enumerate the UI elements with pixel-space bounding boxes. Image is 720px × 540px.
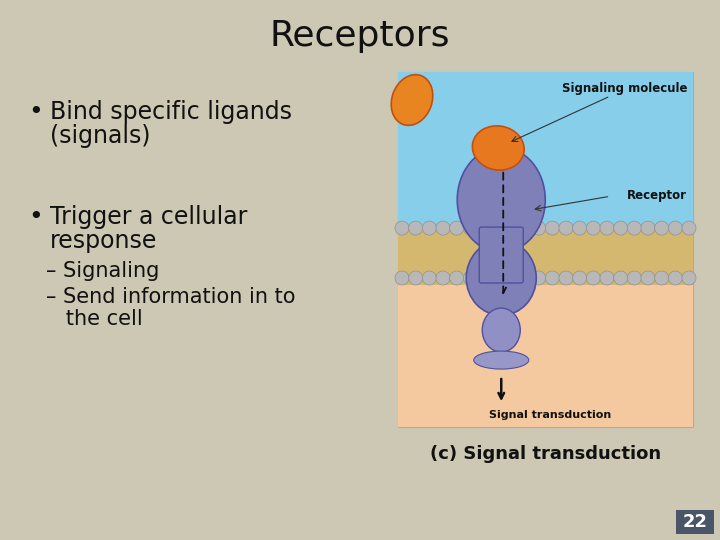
Circle shape: [559, 221, 573, 235]
Ellipse shape: [467, 240, 536, 315]
Bar: [398, 282, 693, 427]
Circle shape: [477, 221, 491, 235]
Circle shape: [613, 271, 628, 285]
Bar: [398, 72, 693, 427]
Text: Signaling molecule: Signaling molecule: [562, 82, 687, 95]
Circle shape: [586, 271, 600, 285]
Circle shape: [668, 271, 683, 285]
Circle shape: [423, 221, 436, 235]
Text: (signals): (signals): [50, 124, 150, 148]
Text: Trigger a cellular: Trigger a cellular: [50, 205, 248, 229]
Text: Receptors: Receptors: [270, 19, 450, 53]
Text: 22: 22: [683, 513, 708, 531]
Circle shape: [518, 271, 532, 285]
Circle shape: [641, 271, 655, 285]
Circle shape: [613, 221, 628, 235]
Circle shape: [518, 221, 532, 235]
Bar: [676, 510, 714, 534]
Circle shape: [668, 221, 683, 235]
Circle shape: [504, 221, 518, 235]
Circle shape: [423, 271, 436, 285]
Circle shape: [654, 271, 669, 285]
Text: response: response: [50, 229, 158, 253]
Circle shape: [409, 271, 423, 285]
Circle shape: [654, 221, 669, 235]
Circle shape: [477, 271, 491, 285]
Ellipse shape: [457, 147, 545, 252]
Circle shape: [395, 221, 409, 235]
Circle shape: [600, 221, 614, 235]
Ellipse shape: [472, 126, 524, 170]
Text: – Send information in to: – Send information in to: [46, 287, 295, 307]
Text: – Signaling: – Signaling: [46, 261, 159, 281]
Circle shape: [572, 221, 587, 235]
Circle shape: [682, 221, 696, 235]
Text: •: •: [28, 100, 42, 124]
Circle shape: [531, 271, 546, 285]
Text: •: •: [28, 205, 42, 229]
Circle shape: [559, 271, 573, 285]
Text: Bind specific ligands: Bind specific ligands: [50, 100, 292, 124]
Circle shape: [464, 221, 477, 235]
Circle shape: [545, 271, 559, 285]
FancyBboxPatch shape: [480, 227, 523, 283]
Circle shape: [395, 271, 409, 285]
Text: the cell: the cell: [46, 309, 143, 329]
Text: Signal transduction: Signal transduction: [490, 410, 611, 420]
Text: Receptor: Receptor: [627, 189, 687, 202]
Circle shape: [586, 221, 600, 235]
Bar: [398, 72, 693, 292]
Circle shape: [504, 271, 518, 285]
Circle shape: [436, 221, 450, 235]
Ellipse shape: [474, 351, 528, 369]
Circle shape: [450, 221, 464, 235]
Ellipse shape: [391, 75, 433, 125]
Ellipse shape: [482, 308, 521, 352]
Circle shape: [600, 271, 614, 285]
Circle shape: [627, 271, 642, 285]
Circle shape: [572, 271, 587, 285]
Text: (c) Signal transduction: (c) Signal transduction: [430, 445, 661, 463]
Circle shape: [641, 221, 655, 235]
Circle shape: [436, 271, 450, 285]
Circle shape: [490, 221, 505, 235]
Circle shape: [409, 221, 423, 235]
Circle shape: [490, 271, 505, 285]
Circle shape: [545, 221, 559, 235]
Circle shape: [531, 221, 546, 235]
Bar: [398, 229, 693, 285]
Circle shape: [450, 271, 464, 285]
Circle shape: [682, 271, 696, 285]
Circle shape: [464, 271, 477, 285]
Circle shape: [627, 221, 642, 235]
